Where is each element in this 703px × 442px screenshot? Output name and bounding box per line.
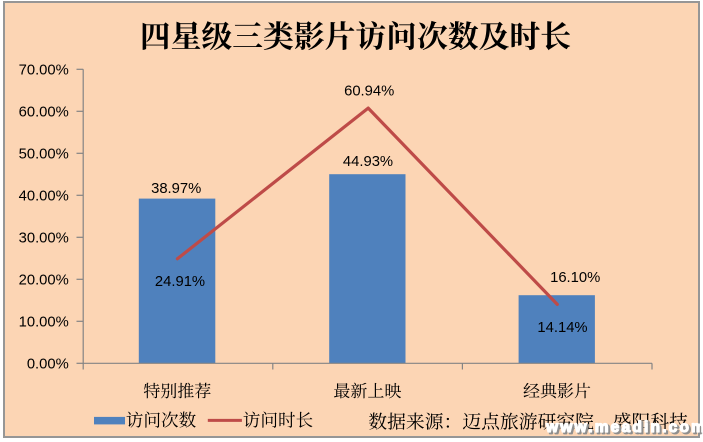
svg-text:14.14%: 14.14% xyxy=(537,320,587,336)
svg-text:44.93%: 44.93% xyxy=(343,154,393,170)
svg-text:10.00%: 10.00% xyxy=(19,315,69,331)
svg-text:60.94%: 60.94% xyxy=(344,84,394,100)
svg-text:40.00%: 40.00% xyxy=(19,189,69,205)
svg-text:60.00%: 60.00% xyxy=(19,105,69,121)
svg-text:38.97%: 38.97% xyxy=(151,181,201,197)
svg-text:70.00%: 70.00% xyxy=(19,63,69,79)
svg-text:www.meadin.com: www.meadin.com xyxy=(545,419,703,436)
svg-text:0.00%: 0.00% xyxy=(27,357,69,373)
svg-text:www.meadin.com: www.meadin.com xyxy=(547,421,703,438)
svg-text:20.00%: 20.00% xyxy=(19,273,69,289)
svg-text:30.00%: 30.00% xyxy=(19,231,69,247)
svg-text:16.10%: 16.10% xyxy=(550,270,600,286)
svg-text:24.91%: 24.91% xyxy=(155,274,205,290)
svg-text:50.00%: 50.00% xyxy=(19,147,69,163)
